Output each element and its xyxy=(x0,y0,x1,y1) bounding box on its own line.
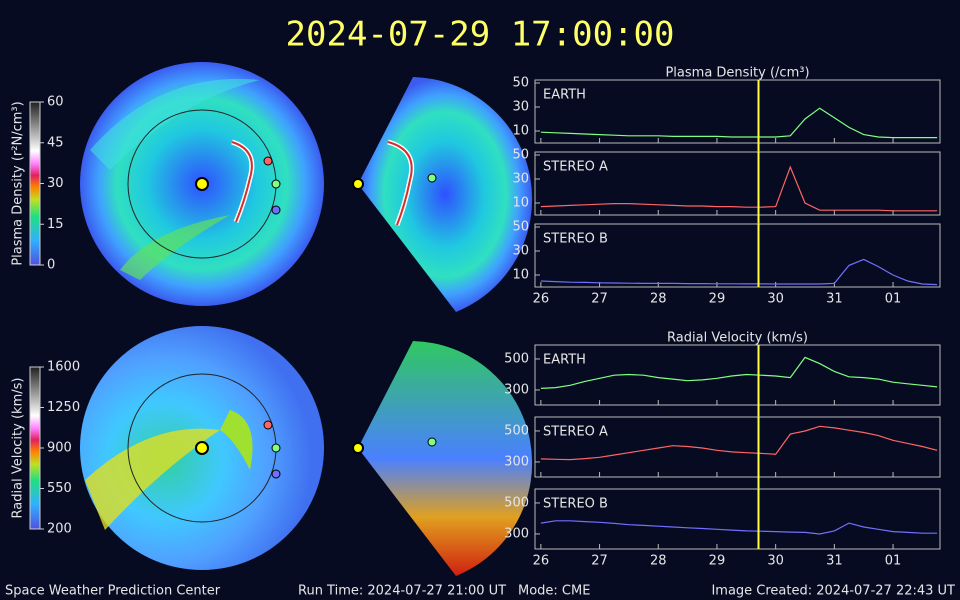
y-tick-label: 500 xyxy=(504,423,529,438)
y-tick-label: 50 xyxy=(512,76,529,91)
panel xyxy=(534,151,941,216)
x-tick-label: 26 xyxy=(533,554,550,569)
colorbar-tick-label: 200 xyxy=(47,522,72,537)
heliosphere-density xyxy=(80,62,533,312)
panel xyxy=(534,223,941,288)
y-tick-label: 10 xyxy=(512,268,529,283)
colorbar-tick-label: 900 xyxy=(47,441,72,456)
x-tick-label: 01 xyxy=(885,554,902,569)
y-tick-label: 30 xyxy=(512,244,529,259)
y-tick-label: 300 xyxy=(504,454,529,469)
x-tick-label: 31 xyxy=(826,554,843,569)
footer-org: Space Weather Prediction Center xyxy=(5,584,221,599)
x-tick-label: 01 xyxy=(885,292,902,307)
chart-title: Radial Velocity (km/s) xyxy=(667,331,808,346)
y-tick-label: 300 xyxy=(504,382,529,397)
y-tick-label: 10 xyxy=(512,196,529,211)
footer-created: Image Created: 2024-07-27 22:43 UT xyxy=(711,584,955,599)
series-name: STEREO B xyxy=(543,497,608,512)
x-tick-label: 27 xyxy=(591,554,608,569)
x-tick-label: 29 xyxy=(709,554,726,569)
series-line xyxy=(540,107,938,139)
series-line xyxy=(540,520,938,535)
x-tick-label: 26 xyxy=(533,292,550,307)
y-tick-label: 30 xyxy=(512,172,529,187)
series-name: EARTH xyxy=(543,353,586,368)
colorbar xyxy=(29,366,41,530)
series-name: STEREO A xyxy=(543,425,608,440)
footer-mode: Mode: CME xyxy=(518,584,590,599)
x-tick-label: 31 xyxy=(826,292,843,307)
y-tick-label: 500 xyxy=(504,495,529,510)
series-line xyxy=(540,425,938,461)
heliosphere-velocity xyxy=(80,326,533,576)
panel xyxy=(534,344,941,406)
x-tick-label: 28 xyxy=(650,292,667,307)
series-line xyxy=(540,356,938,389)
x-tick-label: 28 xyxy=(650,554,667,569)
y-tick-label: 30 xyxy=(512,100,529,115)
colorbar-tick-label: 0 xyxy=(47,258,55,273)
colorbar-tick-label: 60 xyxy=(47,95,64,110)
colorbar-tick-label: 15 xyxy=(47,217,64,232)
colorbar xyxy=(29,101,41,266)
y-tick-label: 500 xyxy=(504,351,529,366)
colorbar-label: Plasma Density (r²N/cm³) xyxy=(11,101,26,265)
timestamp: 2024-07-29 17:00:00 xyxy=(286,15,675,55)
x-tick-label: 29 xyxy=(709,292,726,307)
series-name: EARTH xyxy=(543,88,586,103)
colorbar-tick-label: 30 xyxy=(47,176,64,191)
colorbar-tick-label: 1600 xyxy=(47,360,80,375)
footer-run-time: Run Time: 2024-07-27 21:00 UT xyxy=(298,584,506,599)
panel xyxy=(534,79,941,144)
series-line xyxy=(540,165,938,212)
panel xyxy=(534,416,941,478)
x-tick-label: 27 xyxy=(591,292,608,307)
colorbar-tick-label: 45 xyxy=(47,135,64,150)
y-tick-label: 300 xyxy=(504,526,529,541)
panel xyxy=(534,488,941,550)
y-tick-label: 50 xyxy=(512,148,529,163)
y-tick-label: 10 xyxy=(512,124,529,139)
x-tick-label: 30 xyxy=(767,292,784,307)
colorbar-tick-label: 1250 xyxy=(47,400,80,415)
colorbar-label: Radial Velocity (km/s) xyxy=(11,378,26,519)
series-name: STEREO A xyxy=(543,160,608,175)
series-line xyxy=(540,258,938,286)
series-name: STEREO B xyxy=(543,232,608,247)
colorbar-tick-label: 550 xyxy=(47,481,72,496)
chart-title: Plasma Density (/cm³) xyxy=(665,66,809,81)
y-tick-label: 50 xyxy=(512,220,529,235)
x-tick-label: 30 xyxy=(767,554,784,569)
